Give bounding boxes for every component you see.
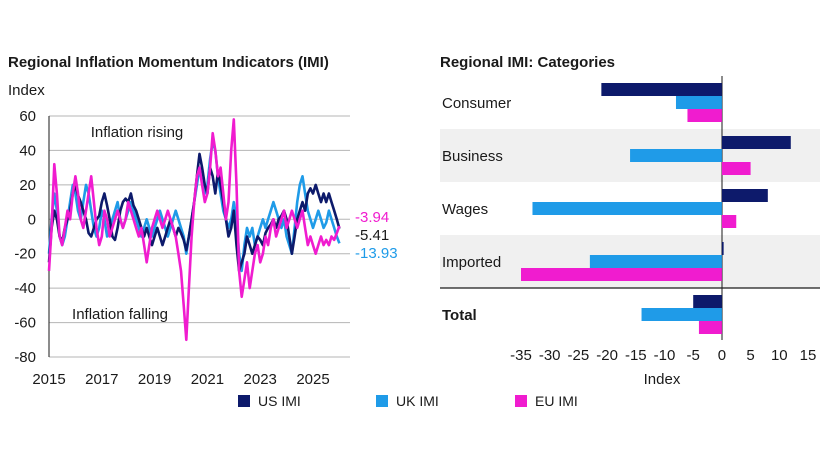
legend-item-uk: UK IMI: [376, 393, 439, 409]
bar-uk-imi-consumer: [675, 96, 722, 109]
legend-item-us: US IMI: [238, 393, 301, 409]
x-tick-label: 2015: [32, 371, 65, 388]
y-tick-label: -40: [14, 280, 36, 297]
legend-item-eu: EU IMI: [515, 393, 578, 409]
y-tick-label: 60: [19, 108, 36, 125]
series-line-eu-imi: [47, 118, 341, 342]
bar-uk-imi-business: [630, 149, 722, 162]
bar-x-tick-label: -5: [687, 347, 700, 364]
x-tick-label: 2021: [191, 371, 224, 388]
y-tick-label: 40: [19, 142, 36, 159]
x-tick-label: 2025: [296, 371, 329, 388]
bar-us-imi-imported: [721, 242, 724, 255]
bar-x-tick-label: 10: [771, 347, 788, 364]
category-label-total: Total: [442, 307, 477, 324]
y-tick-label: 20: [19, 177, 36, 194]
legend-swatch-uk: [376, 395, 388, 407]
annotation-inflation-rising: Inflation rising: [91, 124, 184, 141]
end-value-label-eu-imi: -3.94: [355, 209, 389, 226]
bar-eu-imi-imported: [521, 268, 722, 281]
end-value-label-uk-imi: -13.93: [355, 245, 398, 262]
legend-label-uk: UK IMI: [396, 393, 439, 409]
legend-swatch-us: [238, 395, 250, 407]
left-chart-title: Regional Inflation Momentum Indicators (…: [8, 54, 329, 71]
legend-label-eu: EU IMI: [535, 393, 578, 409]
left-y-axis-label: Index: [8, 82, 45, 99]
category-label-imported: Imported: [442, 254, 501, 271]
y-tick-label: -60: [14, 315, 36, 332]
bar-uk-imi-wages: [532, 202, 722, 215]
end-value-label-us-imi: -5.41: [355, 227, 389, 244]
category-label-wages: Wages: [442, 201, 488, 218]
bar-x-tick-label: 15: [800, 347, 817, 364]
bar-eu-imi-total: [698, 321, 722, 334]
category-label-business: Business: [442, 148, 503, 165]
bar-us-imi-business: [721, 136, 791, 149]
bar-x-tick-label: 5: [746, 347, 754, 364]
y-tick-label: -80: [14, 349, 36, 366]
y-tick-label: 0: [28, 211, 36, 228]
bar-x-tick-label: -10: [654, 347, 676, 364]
x-tick-label: 2017: [85, 371, 118, 388]
bar-eu-imi-consumer: [687, 109, 722, 122]
bar-x-tick-label: -35: [510, 347, 532, 364]
bar-eu-imi-business: [721, 162, 751, 175]
bar-us-imi-wages: [721, 189, 768, 202]
x-tick-label: 2023: [244, 371, 277, 388]
legend-swatch-eu: [515, 395, 527, 407]
annotation-inflation-falling: Inflation falling: [72, 306, 168, 323]
bar-eu-imi-wages: [721, 215, 737, 228]
y-tick-label: -20: [14, 246, 36, 263]
bar-x-tick-label: -25: [568, 347, 590, 364]
bar-x-tick-label: -15: [625, 347, 647, 364]
legend-label-us: US IMI: [258, 393, 301, 409]
category-label-consumer: Consumer: [442, 95, 511, 112]
right-chart-title: Regional IMI: Categories: [440, 54, 616, 71]
bar-us-imi-consumer: [601, 83, 722, 96]
legend: US IMI UK IMI EU IMI: [0, 393, 828, 413]
bar-x-tick-label: -30: [539, 347, 561, 364]
bar-uk-imi-total: [641, 308, 722, 321]
bar-us-imi-total: [693, 295, 722, 308]
x-tick-label: 2019: [138, 371, 171, 388]
bar-uk-imi-imported: [589, 255, 722, 268]
bar-x-axis-label: Index: [644, 371, 681, 388]
bar-x-tick-label: -20: [596, 347, 618, 364]
bar-x-tick-label: 0: [718, 347, 726, 364]
